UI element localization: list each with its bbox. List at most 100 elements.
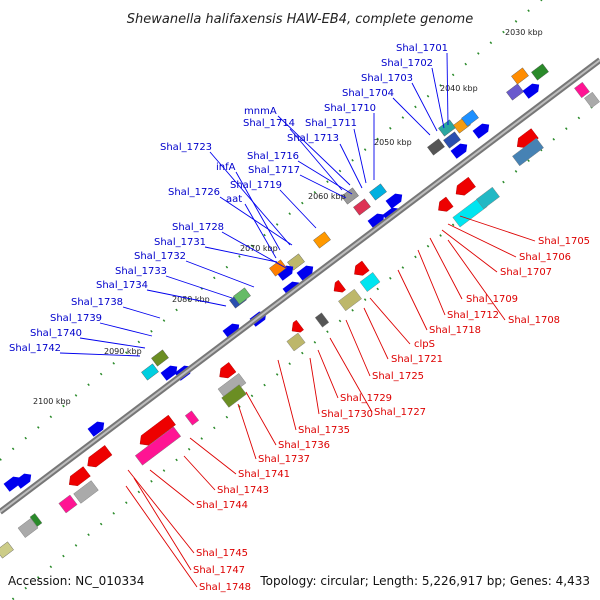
genome-backbone-highlight (0, 59, 600, 513)
gene-label: Shal_1732 (134, 251, 186, 262)
gene-label: Shal_1729 (340, 393, 392, 404)
leader-line (309, 357, 320, 415)
leader-line (299, 174, 347, 199)
tick-label: 2060 kbp (308, 192, 346, 201)
leader-line (146, 289, 227, 307)
gene-arrow (385, 193, 403, 209)
gene-label: Shal_1739 (50, 313, 102, 324)
gene-box (506, 83, 524, 101)
gene-label: Shal_1742 (9, 343, 61, 354)
gene-box (269, 259, 287, 277)
gene-label: clpS (414, 339, 435, 350)
gene-label: Shal_1716 (247, 151, 299, 162)
leader-line (353, 128, 367, 184)
leader-line (189, 437, 237, 475)
gene-box (438, 119, 456, 137)
gene-box (461, 109, 479, 127)
gene-label: Shal_1710 (324, 103, 376, 114)
gene-box (134, 426, 182, 466)
leader-line (289, 128, 343, 191)
gene-arrow (455, 176, 476, 196)
gene-arrow (291, 319, 304, 333)
gene-box (574, 81, 590, 99)
genome-stats-text: Topology: circular; Length: 5,226,917 bp… (259, 574, 590, 588)
tick-label: 2070 kbp (240, 244, 278, 253)
gene-label: Shal_1743 (217, 485, 269, 496)
gene-box (427, 138, 445, 156)
gene-box (369, 183, 387, 201)
gene-box (476, 186, 500, 210)
gene-label: Shal_1726 (168, 187, 220, 198)
gene-label: Shal_1719 (230, 180, 282, 191)
leader-line (397, 269, 428, 331)
gene-label: Shal_1711 (305, 118, 357, 129)
gene-label: Shal_1721 (391, 354, 443, 365)
gene-arrow (160, 365, 178, 381)
gene-label: Shal_1708 (508, 315, 560, 326)
leader-line (125, 485, 198, 588)
gene-arrow (333, 279, 346, 293)
gene-arrow (367, 213, 385, 229)
gene-label: Shal_1730 (321, 409, 373, 420)
gene-box (58, 494, 78, 514)
gene-box (359, 272, 381, 292)
gene-box (313, 231, 331, 249)
leader-line (237, 403, 257, 460)
leader-line (417, 249, 446, 316)
leader-line (431, 67, 445, 129)
gene-box (0, 541, 14, 559)
gene-arrow (87, 421, 105, 437)
gene-label: Shal_1733 (115, 266, 167, 277)
leader-line (277, 115, 351, 186)
gene-label: Shal_1704 (342, 88, 394, 99)
gene-label: Shal_1707 (500, 267, 552, 278)
outer-dotted-ring (0, 0, 543, 461)
leader-line (149, 469, 195, 506)
tick-label: 2050 kbp (374, 138, 412, 147)
gene-label: Shal_1713 (287, 133, 339, 144)
gene-box (314, 312, 330, 328)
tick-label: 2100 kbp (33, 397, 71, 406)
leader-line (99, 322, 153, 337)
leader-line (459, 215, 536, 242)
label-leader-lines (59, 52, 536, 588)
tick-label: 2030 kbp (505, 28, 543, 37)
gene-label: aat (226, 194, 242, 205)
tick-label: 2090 kbp (104, 347, 142, 356)
gene-box (512, 137, 544, 167)
gene-arrow (222, 323, 240, 339)
gene-label: Shal_1725 (372, 371, 424, 382)
leader-line (441, 229, 498, 273)
gene-arrow (472, 123, 490, 139)
gene-arrow (276, 265, 294, 281)
reverse-gene-labels: Shal_1705 Shal_1706 Shal_1707 Shal_1709 … (193, 236, 590, 593)
leader-line (133, 477, 192, 571)
gene-arrow (354, 260, 370, 276)
gene-box (531, 63, 549, 81)
leader-line (277, 359, 297, 431)
gene-label: infA (216, 162, 236, 173)
gene-label: Shal_1702 (381, 58, 433, 69)
gene-label: Shal_1735 (298, 425, 350, 436)
gene-box (29, 513, 43, 527)
gene-box (338, 288, 362, 312)
gene-label: Shal_1736 (278, 440, 330, 451)
gene-box (151, 349, 169, 367)
gene-label: Shal_1741 (238, 469, 290, 480)
gene-label: Shal_1745 (196, 548, 248, 559)
gene-label: mnmA (244, 106, 277, 117)
leader-line (317, 349, 339, 399)
leader-line (411, 82, 438, 132)
gene-arrow (139, 414, 176, 446)
leader-line (165, 275, 233, 299)
gene-box (511, 67, 529, 85)
leader-line (339, 143, 363, 189)
leader-line (345, 319, 371, 377)
gene-label: Shal_1714 (243, 118, 295, 129)
gene-label: Shal_1706 (519, 252, 571, 263)
gene-arrow (438, 196, 454, 212)
gene-label: Shal_1717 (248, 165, 300, 176)
gene-box (17, 518, 39, 538)
gene-arrow (68, 466, 91, 487)
